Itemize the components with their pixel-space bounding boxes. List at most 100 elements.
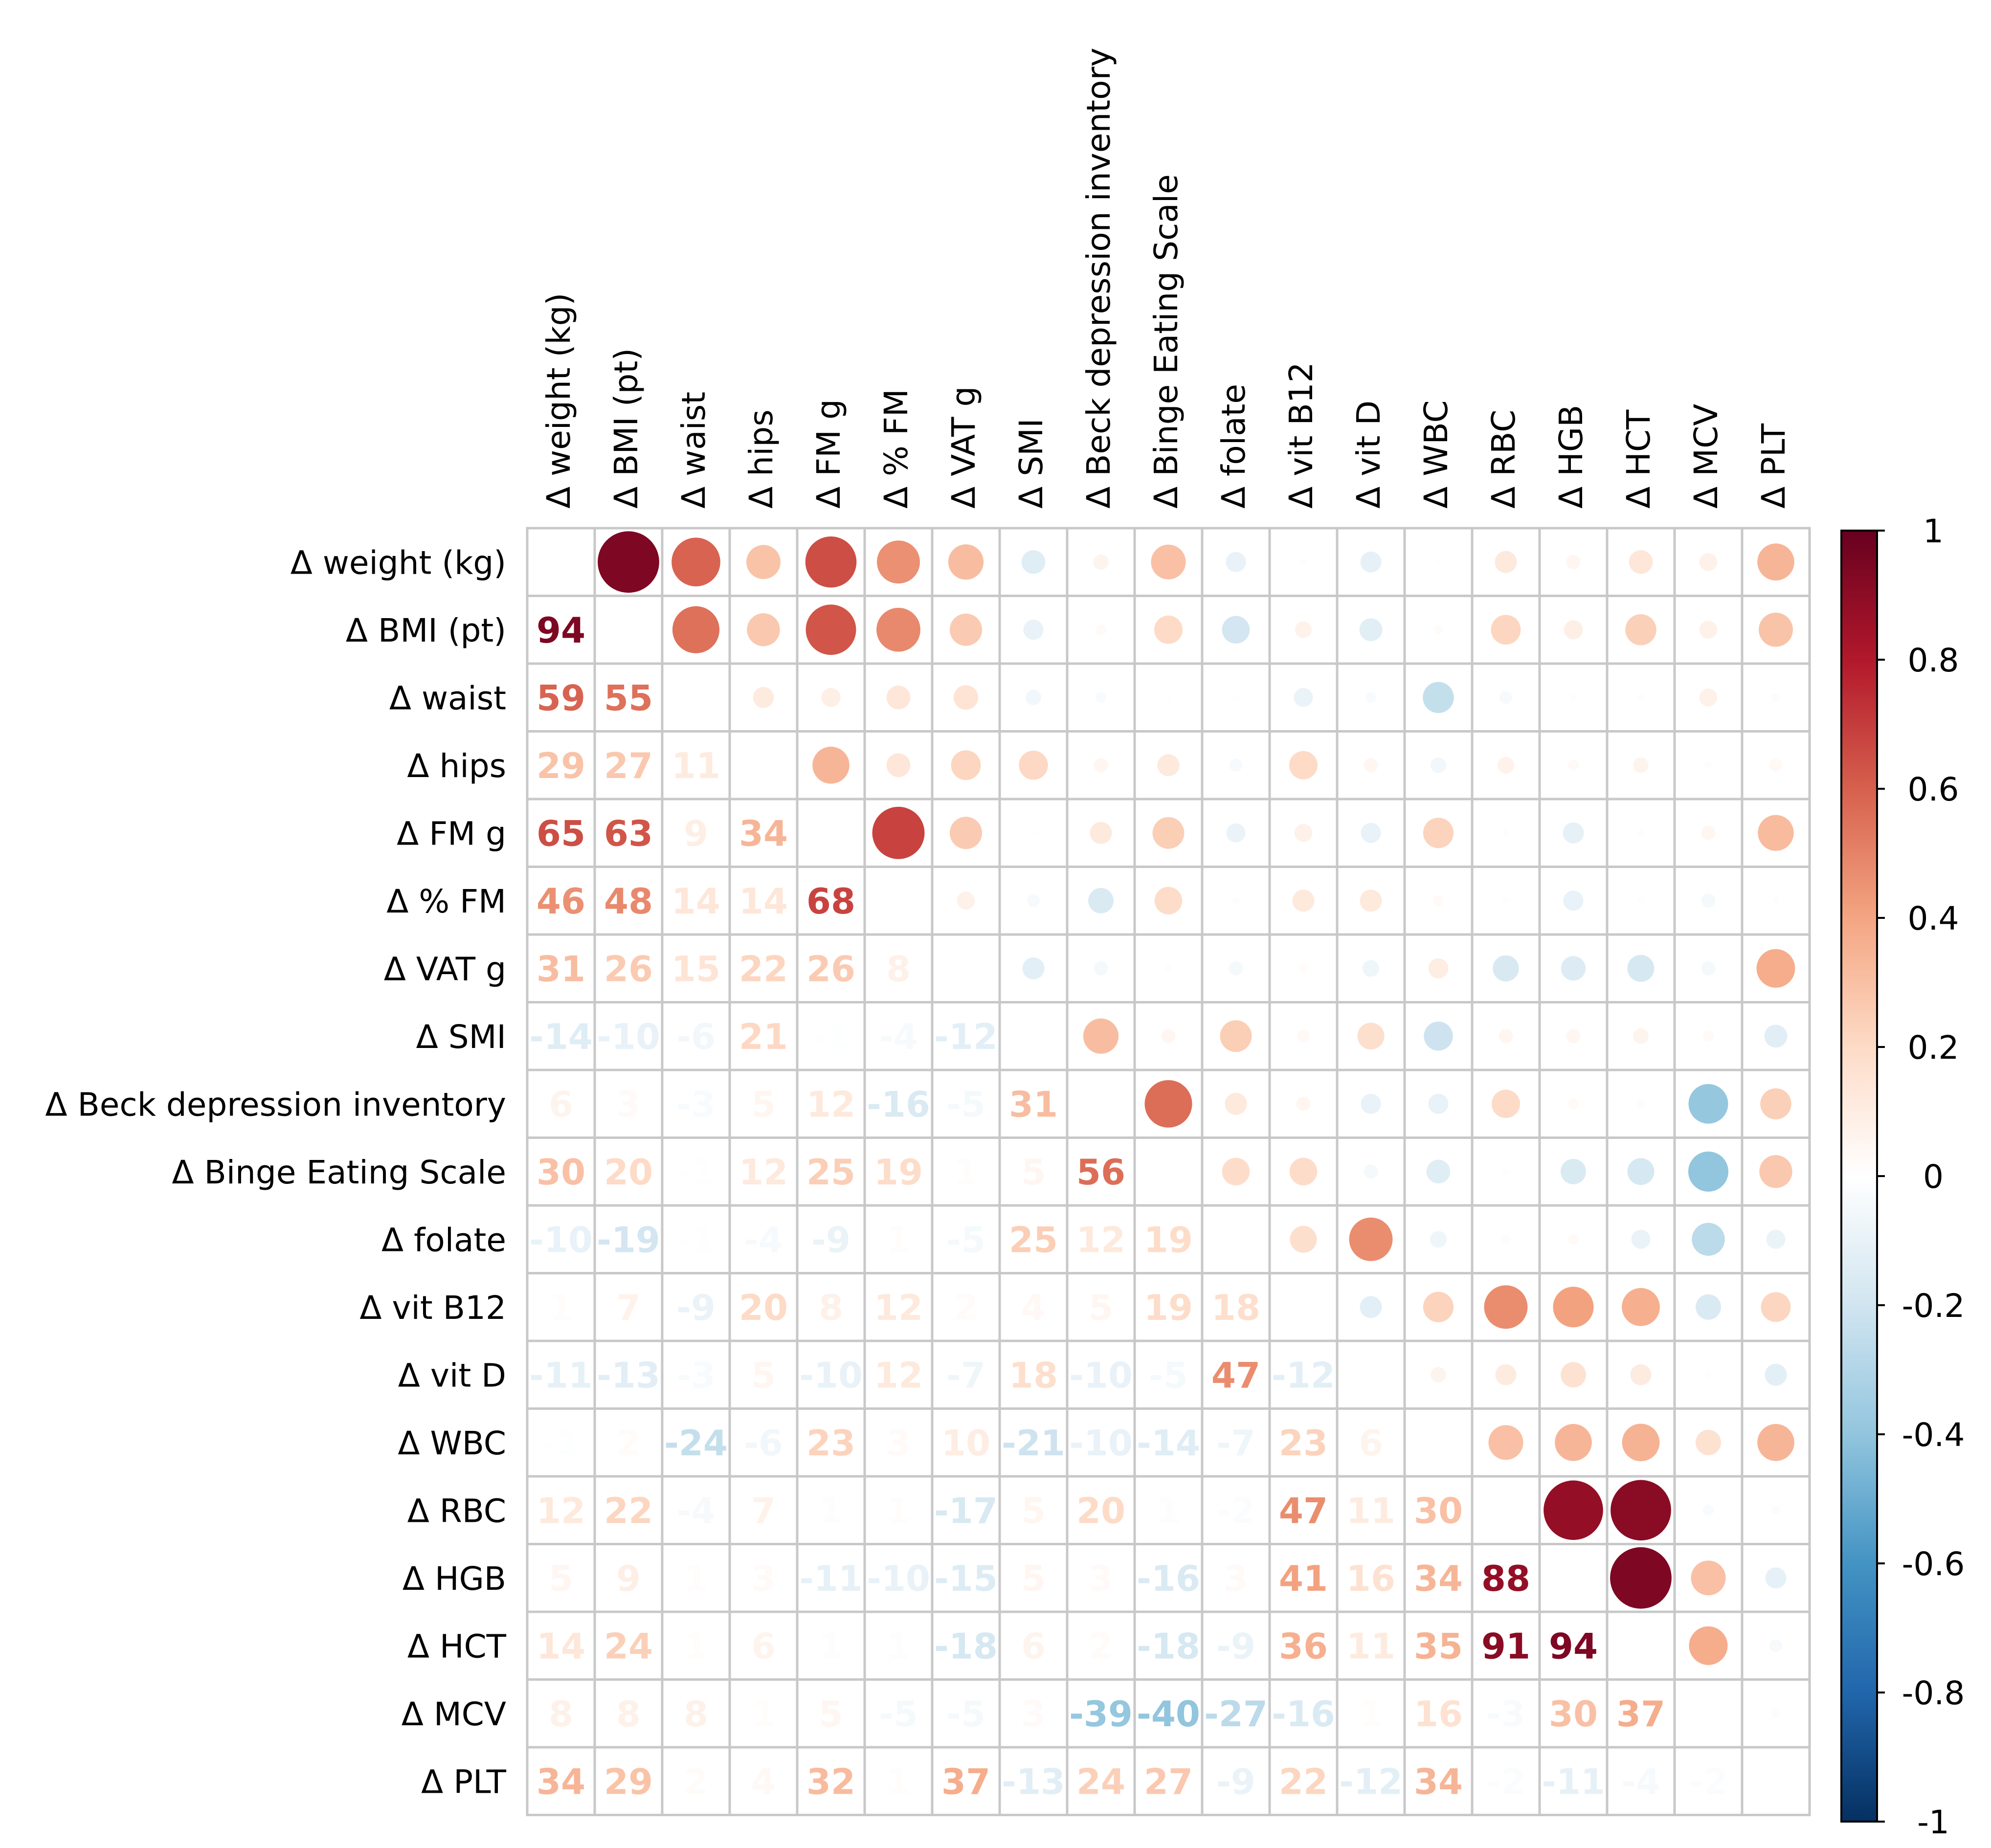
coefficient-label: 1	[684, 1625, 708, 1667]
correlation-circle	[1625, 614, 1656, 646]
coefficient-label: 27	[604, 745, 653, 786]
row-label-delta-binge-eating-scale: Δ Binge Eating Scale	[172, 1154, 506, 1191]
coefficient-label: 18	[1211, 1287, 1260, 1328]
correlation-circle	[1222, 616, 1250, 644]
matrix-cell	[796, 1339, 866, 1410]
correlation-circle	[1296, 1096, 1311, 1111]
correlation-circle	[1771, 693, 1781, 702]
correlation-circle	[1544, 1480, 1603, 1540]
matrix-cell	[728, 1746, 799, 1816]
correlation-circle	[1300, 558, 1307, 566]
correlation-circle	[1701, 961, 1716, 976]
correlation-circle	[1362, 960, 1380, 977]
coefficient-label: -21	[1002, 1423, 1065, 1464]
correlation-circle	[1765, 1567, 1787, 1589]
coefficient-label: 24	[604, 1625, 653, 1667]
matrix-cell	[1741, 1136, 1811, 1207]
correlation-circle	[1026, 690, 1041, 706]
correlation-circle	[1701, 825, 1716, 840]
correlation-circle	[1297, 1029, 1310, 1043]
matrix-cell	[1201, 1475, 1271, 1545]
correlation-circle	[1702, 1505, 1714, 1516]
coefficient-label: 8	[684, 1693, 708, 1735]
coefficient-label: -4	[676, 1490, 716, 1531]
matrix-cell	[796, 866, 866, 936]
matrix-cell	[526, 527, 596, 597]
correlation-circle	[1428, 958, 1449, 979]
correlation-circle	[949, 613, 983, 646]
correlation-circle	[1435, 558, 1442, 566]
correlation-circle	[1501, 1235, 1511, 1244]
coefficient-label: 31	[1009, 1084, 1058, 1125]
coefficient-label: 5	[549, 1558, 573, 1599]
col-label-delta-vit-d: Δ vit D	[1350, 401, 1387, 509]
matrix-cell	[1471, 1475, 1541, 1545]
correlation-circle	[1637, 694, 1644, 701]
matrix-cell	[661, 1069, 731, 1139]
coefficient-label: 21	[739, 1016, 788, 1057]
coefficient-label: 5	[1021, 1152, 1046, 1193]
correlation-circle	[1564, 620, 1583, 640]
correlation-circle	[1151, 544, 1186, 579]
coefficient-label: 1	[886, 1490, 911, 1531]
matrix-cell	[1268, 1272, 1339, 1342]
matrix-cell	[1471, 527, 1541, 597]
correlation-circle	[1030, 829, 1037, 837]
coefficient-label: 16	[1414, 1693, 1463, 1735]
coefficient-label: 1	[1359, 1693, 1383, 1735]
row-label-delta-beck-depression-inventory: Δ Beck depression inventory	[45, 1086, 506, 1123]
matrix-cell	[1471, 1543, 1541, 1613]
correlation-circle	[872, 806, 925, 859]
matrix-cell	[728, 1678, 799, 1749]
correlation-circle	[1083, 1018, 1119, 1054]
coefficient-label: 47	[1279, 1490, 1328, 1531]
coefficient-label: 22	[739, 948, 788, 989]
coefficient-label: 8	[819, 1287, 843, 1328]
correlation-circle	[1688, 1084, 1728, 1124]
col-label-delta-hct: Δ HCT	[1620, 409, 1657, 509]
matrix-cell	[1066, 1204, 1136, 1274]
correlation-circle	[1154, 615, 1183, 644]
coefficient-label: -10	[597, 1016, 660, 1057]
correlation-circle	[1705, 1371, 1712, 1379]
correlation-circle	[672, 606, 720, 653]
correlation-circle	[1294, 688, 1313, 707]
coefficient-label: 12	[806, 1084, 855, 1125]
coefficient-label: -4	[1621, 1761, 1660, 1802]
matrix-cell	[1066, 1475, 1136, 1545]
correlation-circle	[1622, 1288, 1660, 1326]
matrix-cells	[526, 527, 1811, 1816]
matrix-cell	[1403, 1746, 1474, 1816]
correlation-circle	[1563, 891, 1584, 911]
matrix-cell	[593, 1407, 664, 1478]
coefficient-label: -7	[1216, 1423, 1255, 1464]
coefficient-label: 88	[1481, 1558, 1530, 1599]
coefficient-label: -9	[676, 1287, 716, 1328]
coefficient-label: 24	[1076, 1761, 1125, 1802]
correlation-circle	[1230, 758, 1242, 772]
colorbar-tick-label: 0	[1923, 1158, 1944, 1196]
correlation-circle	[1629, 550, 1653, 574]
matrix-cell	[1673, 1136, 1744, 1207]
coefficient-label: 6	[1359, 1423, 1383, 1464]
correlation-circle	[1361, 1093, 1381, 1114]
correlation-circle	[1295, 621, 1312, 638]
coefficient-label: 29	[537, 745, 585, 786]
coefficient-label: -5	[1149, 1355, 1188, 1396]
coefficient-label: 1	[886, 1625, 911, 1667]
correlation-circle	[1423, 1291, 1454, 1322]
coefficient-label: -5	[946, 1084, 985, 1125]
matrix-cell	[526, 1407, 596, 1478]
coefficient-label: 46	[537, 881, 585, 922]
coefficient-label: -11	[529, 1355, 593, 1396]
colorbar: 1 0.8 0.6 0.4 0.2 0 -0.2 -0.4 -0.6 -0.8 -1	[1840, 512, 1965, 1841]
correlation-circle	[1699, 553, 1718, 571]
col-label-delta-smi: Δ SMI	[1012, 419, 1050, 509]
matrix-cell	[931, 1746, 1001, 1816]
col-label-delta-hips: Δ hips	[742, 409, 780, 509]
correlation-circle	[1488, 1425, 1523, 1460]
matrix-cell	[1133, 1339, 1204, 1410]
coefficient-label: 25	[806, 1152, 855, 1193]
matrix-cell	[526, 798, 596, 868]
